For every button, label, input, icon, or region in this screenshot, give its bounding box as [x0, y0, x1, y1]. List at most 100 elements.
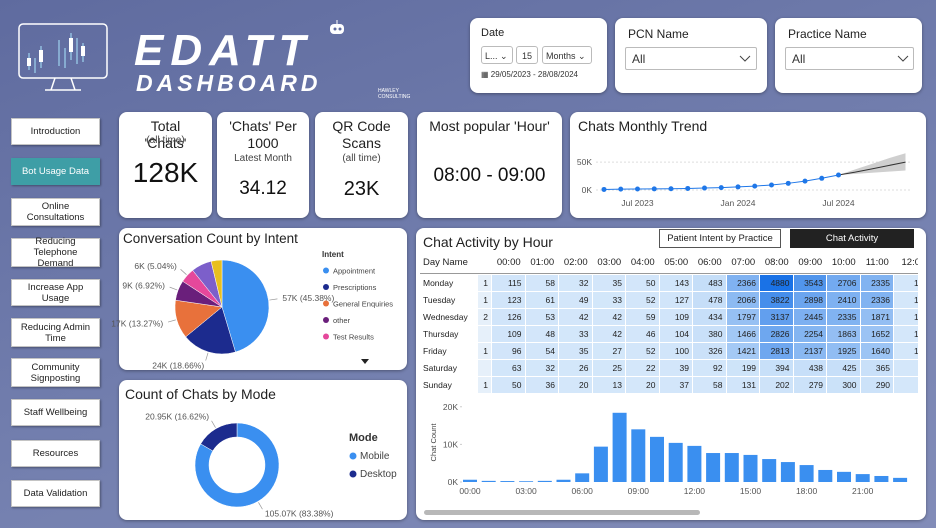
table-cell: 380 [693, 326, 727, 343]
table-cell: 52 [626, 292, 660, 309]
table-cell: 19 [894, 292, 918, 309]
filter-label: PCN Name [628, 27, 689, 41]
nav-button[interactable]: Increase App Usage [11, 279, 100, 306]
column-header [478, 252, 492, 274]
table-cell: 49 [559, 292, 593, 309]
table-cell: 115 [492, 275, 526, 292]
table-cell: 37 [659, 377, 693, 394]
table-cell: 53 [525, 309, 559, 326]
table-cell: 46 [626, 326, 660, 343]
number-input[interactable]: 15 [516, 46, 538, 64]
nav-button[interactable]: Reducing Admin Time [11, 318, 100, 347]
row-label: Sunday [420, 377, 478, 394]
date-range-text: 29/05/2023 - 28/08/2024 [490, 70, 578, 79]
table-cell: 127 [659, 292, 693, 309]
table-cell: 1863 [827, 326, 861, 343]
table-cell: 33 [559, 326, 593, 343]
column-header: 02:00 [559, 252, 593, 274]
nav-button[interactable]: Data Validation [11, 480, 100, 507]
table-cell [478, 360, 492, 377]
table-cell: 109 [659, 309, 693, 326]
robot-icon [330, 20, 344, 34]
table-cell: 3137 [760, 309, 794, 326]
dropdown-value: Months [546, 51, 576, 61]
table-cell: 483 [693, 275, 727, 292]
table-cell: 2336 [860, 292, 894, 309]
chevron [739, 55, 751, 62]
table-cell: 52 [626, 343, 660, 360]
table-cell: 4880 [760, 275, 794, 292]
table-cell: 42 [559, 309, 593, 326]
row-label: Tuesday [420, 292, 478, 309]
tab[interactable]: Patient Intent by Practice [659, 229, 781, 248]
table-cell: 126 [492, 309, 526, 326]
table-cell: 1 [478, 343, 492, 360]
table-cell: 36 [525, 377, 559, 394]
column-header: 08:00 [760, 252, 794, 274]
chart-title: Count of Chats by Mode [125, 386, 276, 402]
table-title: Chat Activity by Hour [423, 234, 553, 250]
table-cell: 2 [894, 377, 918, 394]
table-cell: 14 [894, 326, 918, 343]
table-cell: 3 [894, 360, 918, 377]
pie-card: Conversation Count by Intent [119, 228, 407, 370]
column-header: 03:00 [592, 252, 626, 274]
table-cell: 279 [793, 377, 827, 394]
table-cell: 434 [693, 309, 727, 326]
kpi-card: 'Chats' Per 1000 Latest Month 34.12 [217, 112, 309, 218]
kpi-note: (all time) [342, 153, 381, 164]
brand: HAWLEY CONSULTING [378, 88, 411, 100]
nav-button[interactable]: Online Consultations [11, 198, 100, 226]
column-header: Day Name [420, 252, 478, 274]
table-cell: 1 [478, 377, 492, 394]
table-cell: 2335 [860, 275, 894, 292]
kpi-value: 08:00 - 09:00 [433, 165, 546, 186]
table-cell: 19 [894, 275, 918, 292]
table-cell: 13 [894, 343, 918, 360]
table-cell: 3822 [760, 292, 794, 309]
column-header: 04:00 [626, 252, 660, 274]
practice-filter: Practice Name All [775, 18, 922, 93]
chart-title: Conversation Count by Intent [123, 231, 298, 246]
date-range: ▦ 29/05/2023 - 28/08/2024 [481, 70, 578, 79]
line-card: Chats Monthly Trend [570, 112, 926, 218]
dropdown[interactable]: All [625, 47, 757, 70]
table-cell: 2813 [760, 343, 794, 360]
table-cell: 20 [626, 377, 660, 394]
nav-button[interactable]: Community Signposting [11, 358, 100, 387]
nav-button[interactable]: Reducing Telephone Demand [11, 236, 100, 269]
dropdown[interactable]: All [785, 47, 914, 70]
table-cell: 1871 [860, 309, 894, 326]
table-cell: 42 [592, 326, 626, 343]
dropdown[interactable]: Months ⌄ [542, 46, 592, 64]
kpi-card: Total 'Chats' (all time) 128K [119, 112, 212, 218]
table-cell: 92 [693, 360, 727, 377]
table-cell: 35 [592, 275, 626, 292]
kpi-title: Most popular 'Hour' [429, 118, 550, 134]
scrollbar[interactable] [424, 510, 700, 515]
table-cell: 27 [592, 343, 626, 360]
table-cell: 15 [894, 309, 918, 326]
table-cell: 1421 [726, 343, 760, 360]
table-cell: 2066 [726, 292, 760, 309]
column-header: 01:00 [525, 252, 559, 274]
table-cell: 202 [760, 377, 794, 394]
table-cell: 394 [760, 360, 794, 377]
nav-button[interactable]: Bot Usage Data [11, 158, 100, 185]
nav-button[interactable]: Staff Wellbeing [11, 399, 100, 426]
table-cell: 1797 [726, 309, 760, 326]
table-cell: 25 [592, 360, 626, 377]
dropdown-value: All [632, 52, 646, 66]
nav-button[interactable]: Resources [11, 440, 100, 467]
table-cell: 143 [659, 275, 693, 292]
table-cell: 13 [592, 377, 626, 394]
nav-button[interactable]: Introduction [11, 118, 100, 145]
dropdown[interactable]: L... ⌄ [481, 46, 513, 64]
table-cell: 199 [726, 360, 760, 377]
row-label: Thursday [420, 326, 478, 343]
column-header: 11:00 [860, 252, 894, 274]
kpi-title: Total 'Chats' [144, 118, 187, 151]
column-header: 05:00 [659, 252, 693, 274]
table-cell: 2410 [827, 292, 861, 309]
tab[interactable]: Chat Activity [790, 229, 914, 248]
